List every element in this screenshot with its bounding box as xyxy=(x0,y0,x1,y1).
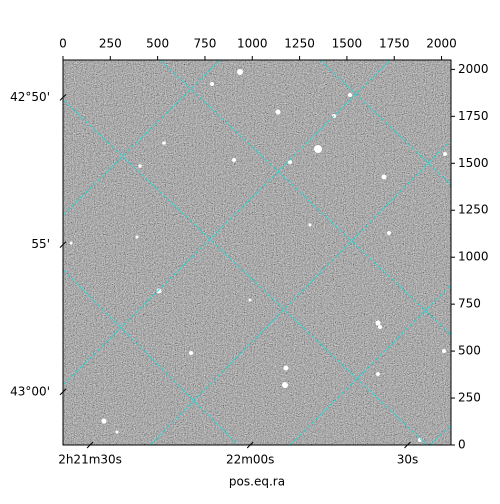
y-tick-label: 1500 xyxy=(458,156,489,170)
x-axis-label: pos.eq.ra xyxy=(229,475,285,489)
dec-tick-label: 42°50' xyxy=(10,90,50,104)
x-tick-label: 0 xyxy=(59,37,67,51)
y-tick-label: 1250 xyxy=(458,203,489,217)
dec-tick xyxy=(59,94,67,101)
x-tick-label: 750 xyxy=(193,37,216,51)
coordinate-grid xyxy=(63,60,451,445)
dec-tick-label: 43°00' xyxy=(10,384,50,398)
ra-tick xyxy=(404,441,411,449)
dec-tick xyxy=(59,388,67,396)
x-tick-label: 500 xyxy=(146,37,169,51)
grid-line xyxy=(149,139,451,445)
y-tick-label: 2000 xyxy=(458,62,489,76)
grid-line xyxy=(429,424,451,445)
grid-line xyxy=(289,284,451,445)
ra-tick xyxy=(86,441,94,449)
y-tick-label: 0 xyxy=(458,438,466,452)
x-tick-label: 1250 xyxy=(284,37,315,51)
ra-tick-label: 30s xyxy=(397,453,419,467)
y-tick-label: 250 xyxy=(458,391,481,405)
ra-tick xyxy=(246,441,254,449)
x-tick-label: 1000 xyxy=(237,37,268,51)
x-tick-label: 1750 xyxy=(379,37,410,51)
ra-tick-label: 22m00s xyxy=(226,453,274,467)
x-tick-label: 1500 xyxy=(332,37,363,51)
y-tick-label: 1000 xyxy=(458,250,489,264)
plot-frame xyxy=(62,59,452,446)
dec-tick xyxy=(59,241,67,248)
x-tick-label: 2000 xyxy=(426,37,457,51)
grid-line xyxy=(159,60,451,336)
ra-tick-label: 2h21m30s xyxy=(58,453,122,467)
dec-tick-label: 55' xyxy=(31,237,50,251)
grid-line xyxy=(319,60,451,186)
stars xyxy=(69,69,447,442)
y-tick-label: 750 xyxy=(458,297,481,311)
grid-line xyxy=(63,60,391,386)
image-noise xyxy=(63,60,451,445)
x-tick-label: 250 xyxy=(99,37,122,51)
grid-line xyxy=(63,99,428,445)
y-tick-label: 500 xyxy=(458,344,481,358)
grid-line xyxy=(63,60,221,216)
grid-line xyxy=(63,269,239,445)
y-tick-label: 1750 xyxy=(458,109,489,123)
